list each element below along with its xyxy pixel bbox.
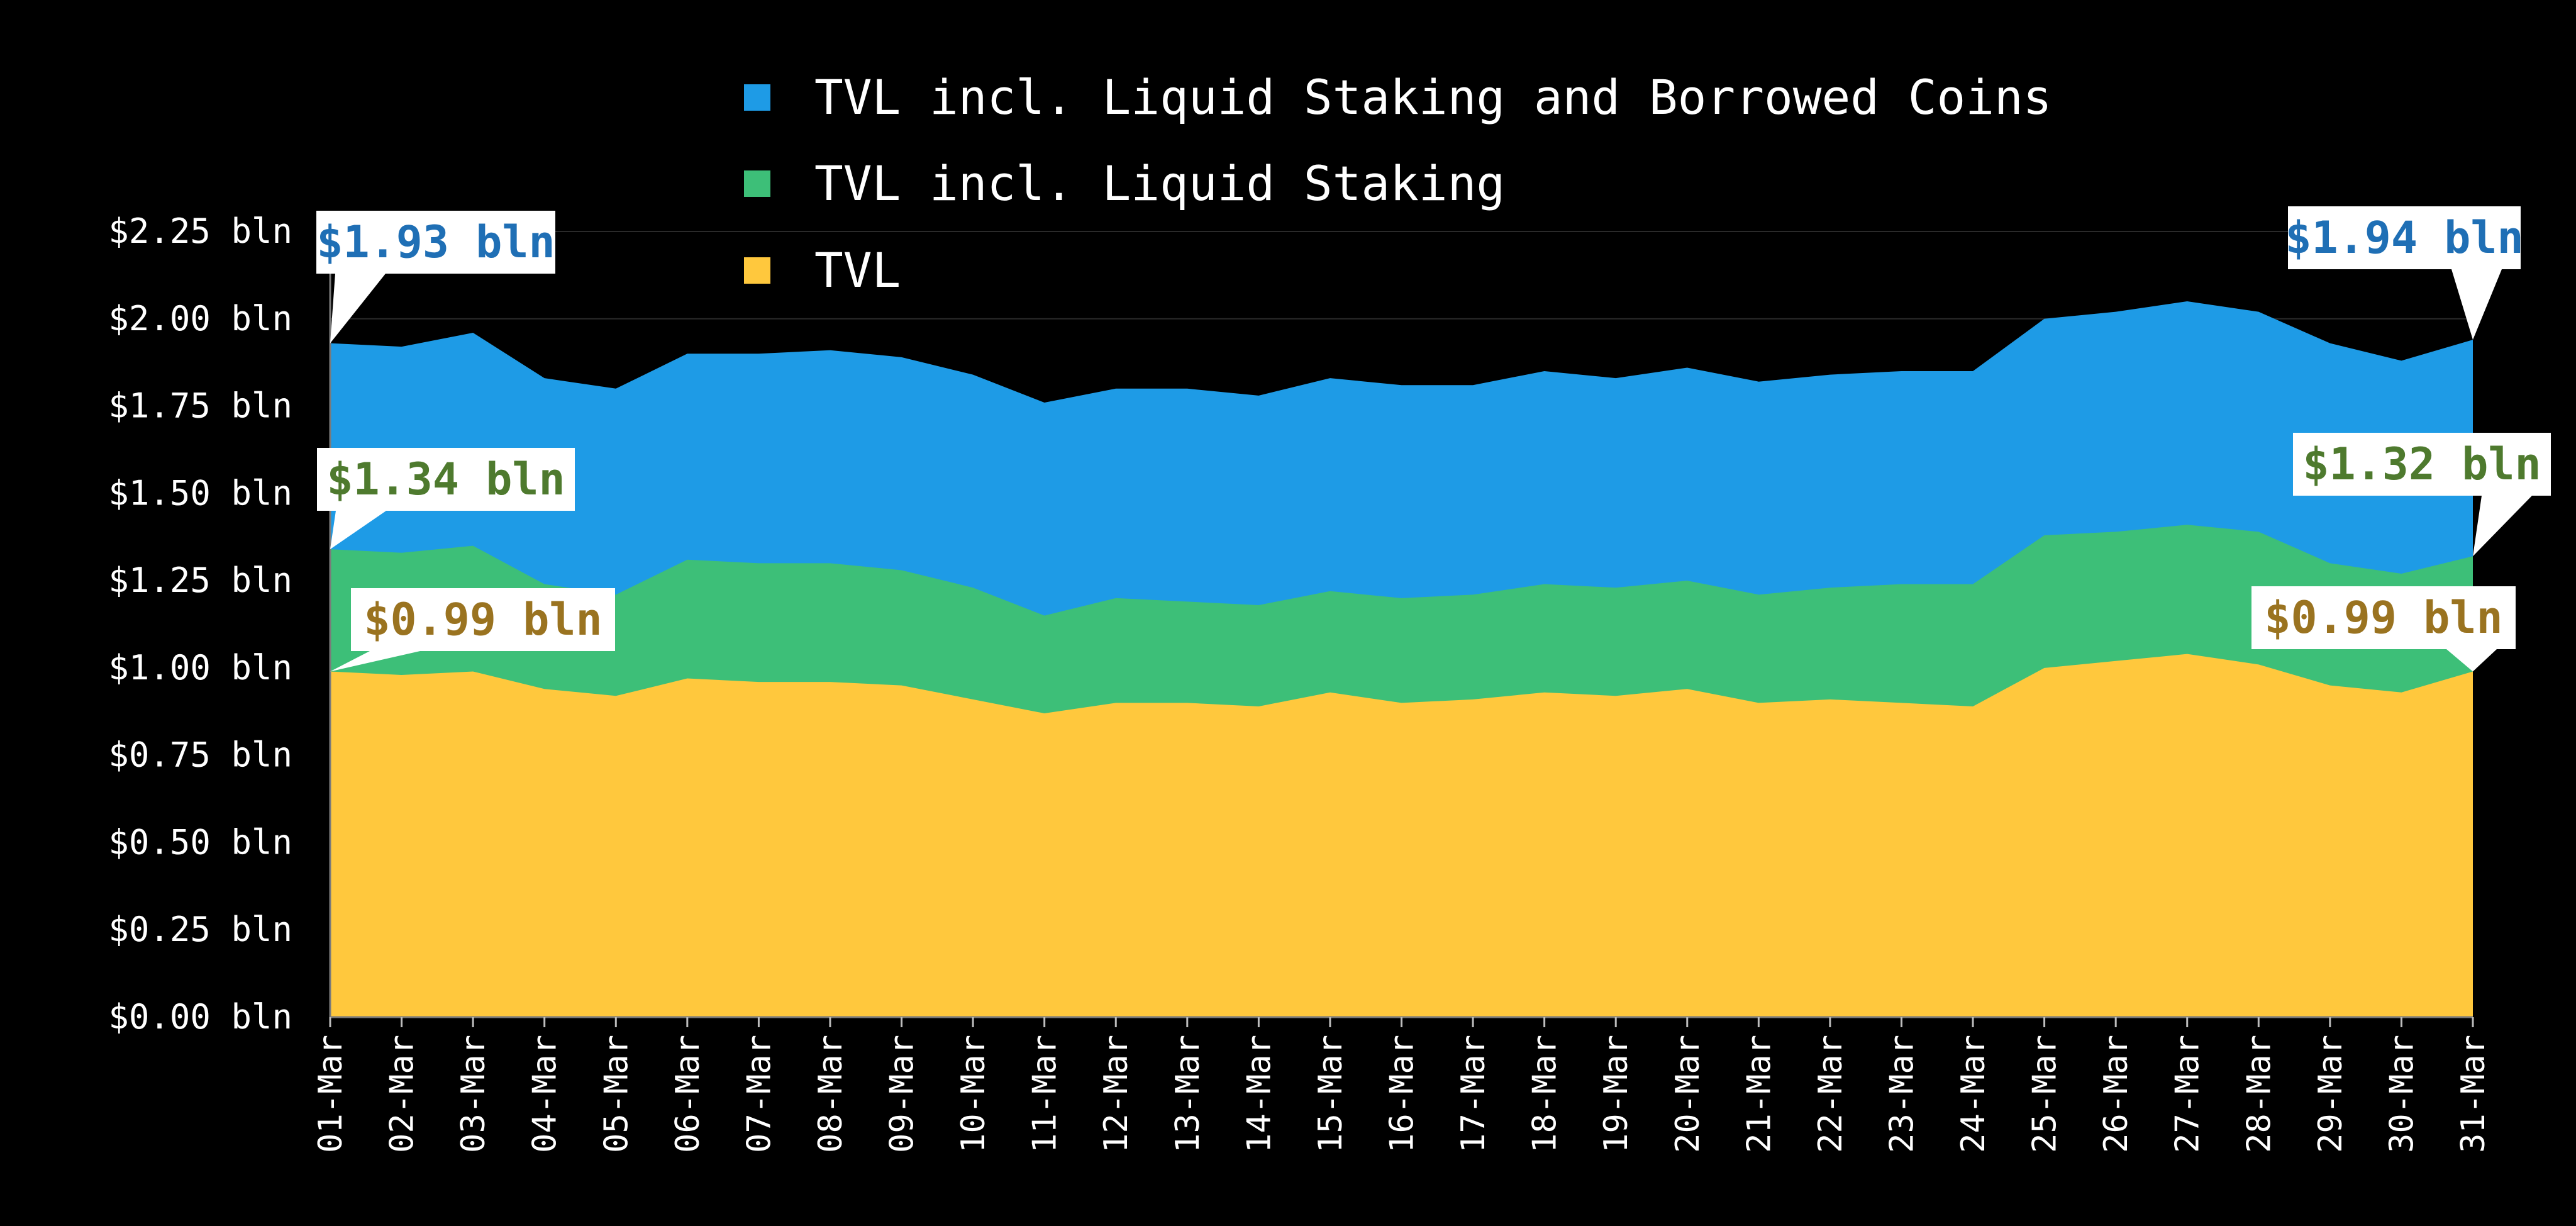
callout-pointer [330,274,386,343]
x-tick-label: 24-Mar [1955,1035,1992,1153]
callouts: $1.93 bln $1.34 bln $0.99 bln $1.94 bln $1.3… [316,206,2551,672]
callout-pointer [330,511,386,550]
y-tick-label: $0.50 bln [108,822,292,862]
x-tick-label: 22-Mar [1812,1035,1850,1153]
callout-pointer [2473,496,2532,557]
legend-swatch [744,84,770,111]
y-tick-label: $0.75 bln [108,735,292,775]
x-tick-label: 20-Mar [1669,1035,1707,1153]
legend-swatch [744,257,770,284]
x-tick-label: 17-Mar [1455,1035,1492,1153]
callout-box [317,448,575,511]
x-tick-label: 31-Mar [2455,1035,2492,1153]
x-tick-label: 04-Mar [526,1035,564,1153]
x-tick-label: 19-Mar [1597,1035,1635,1153]
x-tick-label: 12-Mar [1097,1035,1135,1153]
callout-box [316,211,555,274]
x-tick-label: 21-Mar [1740,1035,1778,1153]
x-tick-label: 07-Mar [740,1035,778,1153]
x-tick-label: 09-Mar [884,1035,921,1153]
y-tick-label: $1.00 bln [108,648,292,688]
x-tick-label: 28-Mar [2240,1035,2278,1153]
y-tick-label: $1.50 bln [108,473,292,513]
callout-box [2288,206,2521,269]
callout-box [351,588,615,651]
callout-label: $1.94 bln [2285,212,2523,264]
legend-label: TVL incl. Liquid Staking and Borrowed Co… [814,69,2052,125]
x-tick-label: 29-Mar [2312,1035,2350,1153]
legend-swatch [744,170,770,197]
x-tick-label: 08-Mar [812,1035,850,1153]
callout-pointer [2446,649,2497,672]
area-series [330,301,2473,1017]
x-tick-label: 10-Mar [955,1035,992,1153]
callout-pointer [2451,269,2502,340]
x-tick-label: 05-Mar [597,1035,635,1153]
callout-label: $1.34 bln [326,454,565,505]
x-tick-label: 11-Mar [1026,1035,1064,1153]
x-tick-label: 27-Mar [2169,1035,2207,1153]
x-tick-label: 30-Mar [2383,1035,2421,1153]
x-tick-label: 15-Mar [1312,1035,1350,1153]
y-tick-label: $2.00 bln [108,299,292,338]
x-tick-label: 23-Mar [1883,1035,1921,1153]
x-tick-label: 01-Mar [312,1035,350,1153]
x-tick-label: 18-Mar [1526,1035,1564,1153]
callout-label: $0.99 bln [2264,592,2502,644]
y-tick-label: $2.25 bln [108,211,292,251]
callout-label: $1.32 bln [2302,438,2541,490]
axes: $0.00 bln $0.25 bln $0.50 bln $0.75 bln $1.0… [108,211,2492,1153]
x-tick-label: 16-Mar [1384,1035,1421,1153]
y-tick-label: $1.25 bln [108,560,292,600]
x-tick-label: 14-Mar [1240,1035,1278,1153]
callout-box [2293,433,2551,496]
x-tick-label: 06-Mar [669,1035,707,1153]
y-tick-label: $0.00 bln [108,997,292,1037]
x-tick-label: 03-Mar [455,1035,492,1153]
area-series-3 [330,654,2473,1017]
legend-label: TVL [814,242,901,298]
callout-label: $0.99 bln [364,594,602,645]
y-tick-label: $0.25 bln [108,910,292,949]
legend: TVL incl. Liquid Staking and Borrowed Co… [744,69,2052,298]
callout-box [2251,586,2516,649]
legend-label: TVL incl. Liquid Staking [814,155,1505,211]
x-tick-label: 25-Mar [2026,1035,2064,1153]
callout-label: $1.93 bln [316,216,555,268]
callout-pointer [330,651,420,672]
x-tick-label: 13-Mar [1169,1035,1207,1153]
y-tick-label: $1.75 bln [108,386,292,426]
x-tick-label: 02-Mar [384,1035,421,1153]
x-tick-label: 26-Mar [2097,1035,2135,1153]
